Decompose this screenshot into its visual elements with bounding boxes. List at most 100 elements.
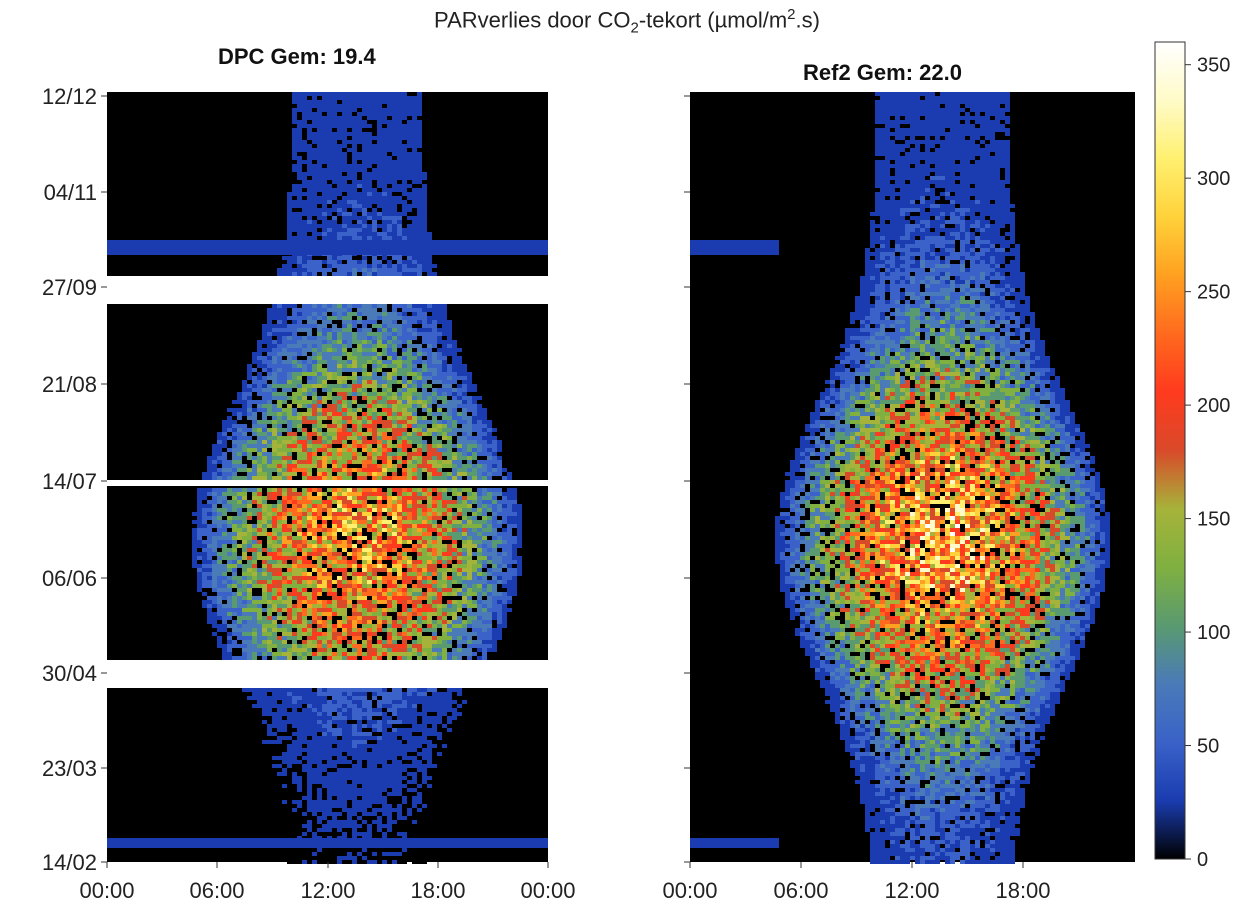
heatmap-cell — [447, 372, 452, 376]
heatmap-cell — [377, 120, 382, 124]
heatmap-cell — [342, 508, 347, 512]
heatmap-cell — [287, 576, 292, 580]
heatmap-cell — [297, 524, 302, 528]
heatmap-cell — [472, 532, 477, 536]
heatmap-cell — [252, 540, 257, 544]
heatmap-cell — [207, 600, 212, 604]
heatmap-cell — [392, 164, 397, 168]
heatmap-cell — [332, 144, 337, 148]
heatmap-cell — [297, 148, 302, 152]
heatmap-cell — [472, 508, 477, 512]
heatmap-cell — [392, 264, 397, 268]
heatmap-cell — [342, 428, 347, 432]
heatmap-cell — [417, 356, 422, 360]
heatmap-cell — [307, 168, 312, 172]
heatmap-cell — [427, 352, 432, 356]
heatmap-cell — [377, 512, 382, 516]
heatmap-cell — [392, 116, 397, 120]
heatmap-cell — [392, 548, 397, 552]
heatmap-cell — [337, 264, 342, 268]
heatmap-cell — [492, 520, 497, 524]
heatmap-cell — [312, 440, 317, 444]
heatmap-cell — [277, 568, 282, 572]
heatmap-cell — [452, 476, 457, 480]
heatmap-cell — [452, 376, 457, 380]
heatmap-cell — [497, 556, 502, 560]
heatmap-cell — [332, 376, 337, 380]
heatmap-cell — [217, 468, 222, 472]
heatmap-cell — [457, 388, 462, 392]
heatmap-cell — [257, 512, 262, 516]
heatmap-cell — [247, 468, 252, 472]
heatmap-cell — [302, 588, 307, 592]
heatmap-cell — [502, 500, 507, 504]
heatmap-cell — [492, 436, 497, 440]
heatmap-cell — [517, 508, 522, 512]
heatmap-cell — [352, 520, 357, 524]
heatmap-cell — [447, 464, 452, 468]
heatmap-cell — [427, 268, 432, 272]
heatmap-cell — [342, 512, 347, 516]
heatmap-cell — [357, 204, 362, 208]
heatmap-cell — [412, 264, 417, 268]
heatmap-cell — [302, 428, 307, 432]
heatmap-cell — [282, 540, 287, 544]
heatmap-cell — [417, 204, 422, 208]
heatmap-cell — [237, 408, 242, 412]
heatmap-cell — [312, 496, 317, 500]
heatmap-cell — [312, 220, 317, 224]
heatmap-cell — [307, 216, 312, 220]
heatmap-cell — [312, 552, 317, 556]
heatmap-cell — [222, 584, 227, 588]
heatmap-cell — [437, 536, 442, 540]
heatmap-cell — [377, 456, 382, 460]
heatmap-cell — [482, 592, 487, 596]
heatmap-cell — [262, 356, 267, 360]
heatmap-cell — [372, 412, 377, 416]
heatmap-cell — [282, 564, 287, 568]
heatmap-cell — [307, 592, 312, 596]
heatmap-cell — [252, 360, 257, 364]
heatmap-cell — [402, 208, 407, 212]
heatmap-cell — [382, 336, 387, 340]
heatmap-cell — [482, 416, 487, 420]
heatmap-cell — [297, 596, 302, 600]
heatmap-cell — [442, 400, 447, 404]
heatmap-cell — [367, 152, 372, 156]
heatmap-cell — [317, 568, 322, 572]
heatmap-cell — [332, 604, 337, 608]
heatmap-cell — [242, 596, 247, 600]
heatmap-cell — [317, 196, 322, 200]
heatmap-cell — [367, 232, 372, 236]
heatmap-cell — [437, 468, 442, 472]
heatmap-cell — [472, 424, 477, 428]
heatmap-cell — [297, 316, 302, 320]
heatmap-cell — [397, 524, 402, 528]
heatmap-cell — [222, 476, 227, 480]
heatmap-cell — [367, 492, 372, 496]
heatmap-cell — [417, 568, 422, 572]
heatmap-cell — [247, 452, 252, 456]
heatmap-cell — [372, 504, 377, 508]
heatmap-cell — [312, 360, 317, 364]
heatmap-cell — [342, 100, 347, 104]
heatmap-cell — [492, 564, 497, 568]
heatmap-cell — [387, 528, 392, 532]
heatmap-cell — [332, 168, 337, 172]
heatmap-cell — [512, 548, 517, 552]
heatmap-cell — [217, 472, 222, 476]
heatmap-cell — [302, 500, 307, 504]
heatmap-cell — [422, 192, 427, 196]
heatmap-cell — [357, 424, 362, 428]
heatmap-cell — [387, 268, 392, 272]
heatmap-cell — [427, 532, 432, 536]
heatmap-cell — [482, 448, 487, 452]
heatmap-cell — [317, 508, 322, 512]
heatmap-cell — [327, 360, 332, 364]
heatmap-cell — [402, 552, 407, 556]
heatmap-cell — [447, 580, 452, 584]
heatmap-cell — [217, 520, 222, 524]
heatmap-cell — [357, 100, 362, 104]
heatmap-cell — [347, 384, 352, 388]
heatmap-cell — [252, 628, 257, 632]
